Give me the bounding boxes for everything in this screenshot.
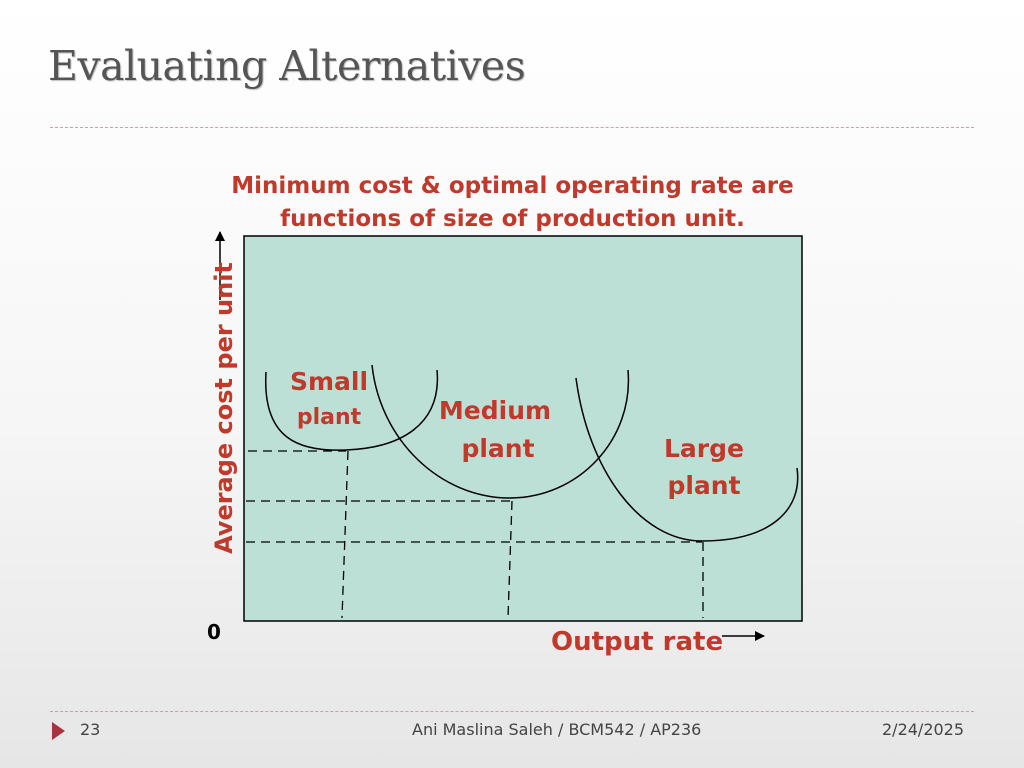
medium-plant-label-line-2: plant <box>461 434 534 463</box>
page-number: 23 <box>80 720 101 739</box>
caption-line-1: Minimum cost & optimal operating rate ar… <box>231 173 794 199</box>
small-plant-label-line-2: plant <box>297 405 362 430</box>
large-plant-label-line-1: Large <box>664 434 744 463</box>
large-plant-cost-curve <box>575 377 799 542</box>
small-plant-cost-curve <box>265 369 439 451</box>
slide-title: Evaluating Alternatives <box>48 42 526 90</box>
x-axis-label: Output rate <box>551 627 723 657</box>
footer-author: Ani Maslina Saleh / BCM542 / AP236 <box>412 720 702 739</box>
diagram-caption: Minimum cost & optimal operating rate ar… <box>205 170 820 236</box>
medium-plant-cost-curve <box>371 364 630 499</box>
small-plant-label-line-1: Small <box>290 367 368 396</box>
origin-label: 0 <box>207 620 221 644</box>
top-divider <box>50 127 974 128</box>
caption-line-2: functions of size of production unit. <box>280 206 745 232</box>
footer-arrow-icon <box>52 722 65 740</box>
small-plant-optimal-rate-guide <box>341 450 349 619</box>
large-plant-label-line-2: plant <box>667 471 740 500</box>
medium-plant-optimal-rate-guide <box>507 500 513 619</box>
footer-date: 2/24/2025 <box>882 720 965 739</box>
bottom-divider <box>50 711 974 712</box>
plot-area <box>243 235 803 622</box>
y-axis-label: Average cost per unit <box>210 262 238 554</box>
medium-plant-label-line-1: Medium <box>439 396 551 425</box>
